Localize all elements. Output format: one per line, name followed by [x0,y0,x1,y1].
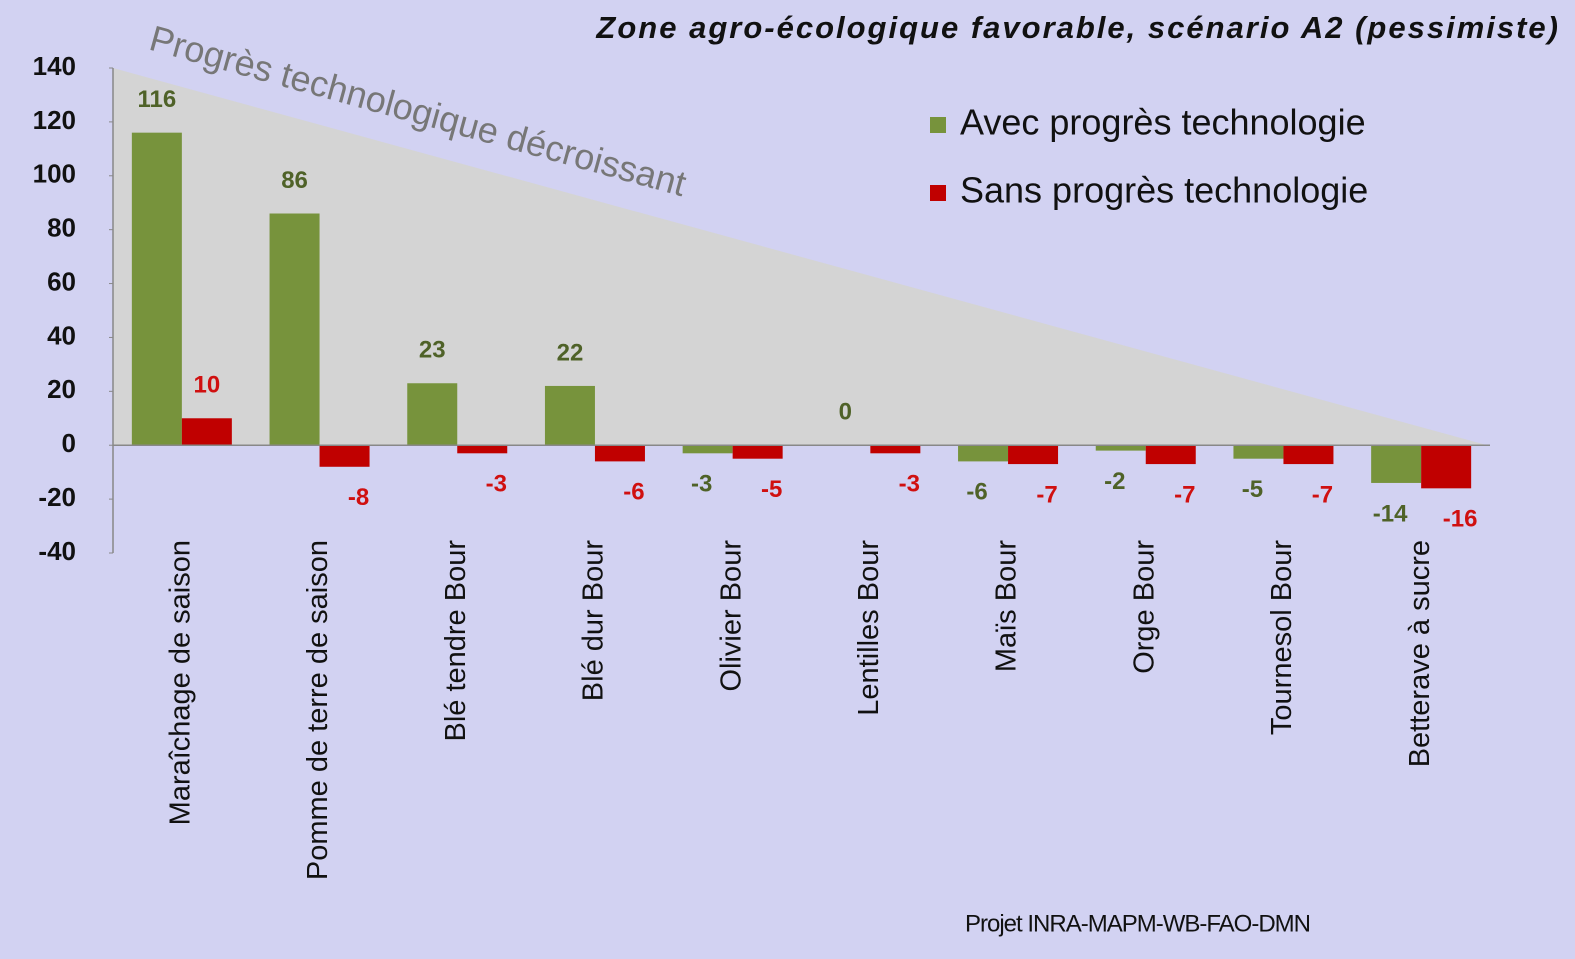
chart-title: Zone agro-écologique favorable, scénario… [595,10,1560,45]
bar [594,445,645,462]
y-tick-label: 20 [47,374,76,404]
x-tick-label: Blé tendre Bour [440,540,472,742]
value-label: 10 [193,372,220,399]
value-label: -2 [1104,468,1125,495]
bar [407,383,458,446]
x-tick-label: Betterave à sucre [1404,540,1436,767]
y-tick-label: -40 [38,536,76,566]
bar [1095,445,1146,451]
bar [1008,445,1059,465]
value-label: -5 [761,476,782,503]
bar [544,385,595,446]
bar [319,445,370,467]
value-label: -5 [1242,476,1263,503]
bar [1421,445,1472,489]
x-tick-label: Blé dur Bour [578,540,610,702]
value-label: -14 [1373,500,1408,527]
x-tick-label: Pomme de terre de saison [302,540,334,880]
value-label: -16 [1443,506,1478,533]
bar [682,445,733,454]
value-label: 116 [137,86,176,113]
x-tick-label: Maraîchage de saison [165,540,197,825]
legend-label: Avec progrès technologie [960,102,1366,143]
bar [269,213,320,446]
bar [1233,445,1284,459]
value-label: -7 [1036,481,1057,508]
value-label: 0 [839,399,852,426]
value-label: -3 [899,471,920,498]
value-label: -6 [966,479,987,506]
value-label: -3 [691,471,712,498]
x-tick-label: Maïs Bour [991,540,1023,672]
value-label: -7 [1312,481,1333,508]
legend-swatch [930,185,946,201]
bar [181,418,232,446]
bar [732,445,783,459]
value-label: -3 [486,471,507,498]
y-tick-label: 0 [62,428,76,458]
y-tick-label: -20 [38,482,76,512]
bar [870,445,921,454]
y-tick-label: 140 [33,51,76,81]
legend-swatch [930,117,946,133]
footer: Projet INRA-MAPM-WB-FAO-DMN [965,910,1310,937]
bar [958,445,1009,462]
y-tick-label: 40 [47,320,76,350]
value-label: -6 [623,479,644,506]
y-tick-label: 80 [47,213,76,243]
bar [457,445,508,454]
legend-label: Sans progrès technologie [960,170,1368,211]
y-tick-label: 120 [33,105,76,135]
bar [131,132,182,446]
value-label: -7 [1174,481,1195,508]
value-label: -8 [348,484,369,511]
value-label: 23 [419,337,446,364]
x-tick-label: Olivier Bour [715,540,747,692]
x-tick-label: Lentilles Bour [853,540,885,716]
x-tick-label: Orge Bour [1128,540,1160,674]
bar [1371,445,1422,483]
bar [1283,445,1334,465]
value-label: 86 [281,167,308,194]
trend-triangle [113,68,1490,446]
y-tick-label: 100 [33,159,76,189]
bar [1145,445,1196,465]
value-label: 22 [557,339,584,366]
y-tick-label: 60 [47,266,76,296]
x-tick-label: Tournesol Bour [1266,540,1298,735]
